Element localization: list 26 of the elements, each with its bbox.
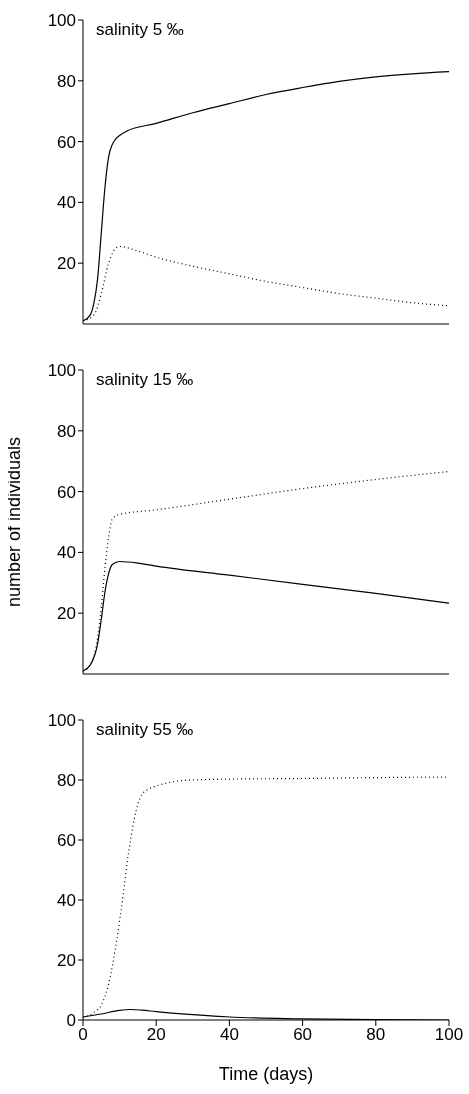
y-tick-label: 100	[47, 11, 76, 31]
x-tick-label: 20	[146, 1025, 166, 1045]
x-axis-title: Time (days)	[218, 1064, 314, 1084]
y-tick-label: 0	[66, 1011, 76, 1031]
y-tick-label: 20	[57, 604, 76, 624]
y-tick-label: 20	[57, 254, 76, 274]
y-tick-label: 100	[47, 711, 76, 731]
y-tick-label: 60	[57, 132, 76, 152]
x-tick-label: 100	[434, 1025, 464, 1045]
annotation: salinity 5 ‰	[96, 20, 184, 40]
y-tick-label: 40	[57, 543, 76, 563]
y-tick-label: 80	[57, 771, 76, 791]
x-tick-label: 80	[366, 1025, 386, 1045]
y-tick-label: 40	[57, 193, 76, 213]
y-tick-label: 80	[57, 71, 76, 91]
x-tick-label: 40	[219, 1025, 239, 1045]
x-tick-label: 60	[293, 1025, 313, 1045]
y-tick-label: 40	[57, 891, 76, 911]
y-tick-label: 80	[57, 421, 76, 441]
y-tick-label: 60	[57, 482, 76, 502]
y-tick-label: 20	[57, 951, 76, 971]
annotation: salinity 15 ‰	[96, 370, 194, 390]
y-tick-label: 60	[57, 831, 76, 851]
y-tick-label: 100	[47, 361, 76, 381]
annotation: salinity 55 ‰	[96, 720, 194, 740]
y-axis-title: number of individuals	[4, 436, 25, 608]
